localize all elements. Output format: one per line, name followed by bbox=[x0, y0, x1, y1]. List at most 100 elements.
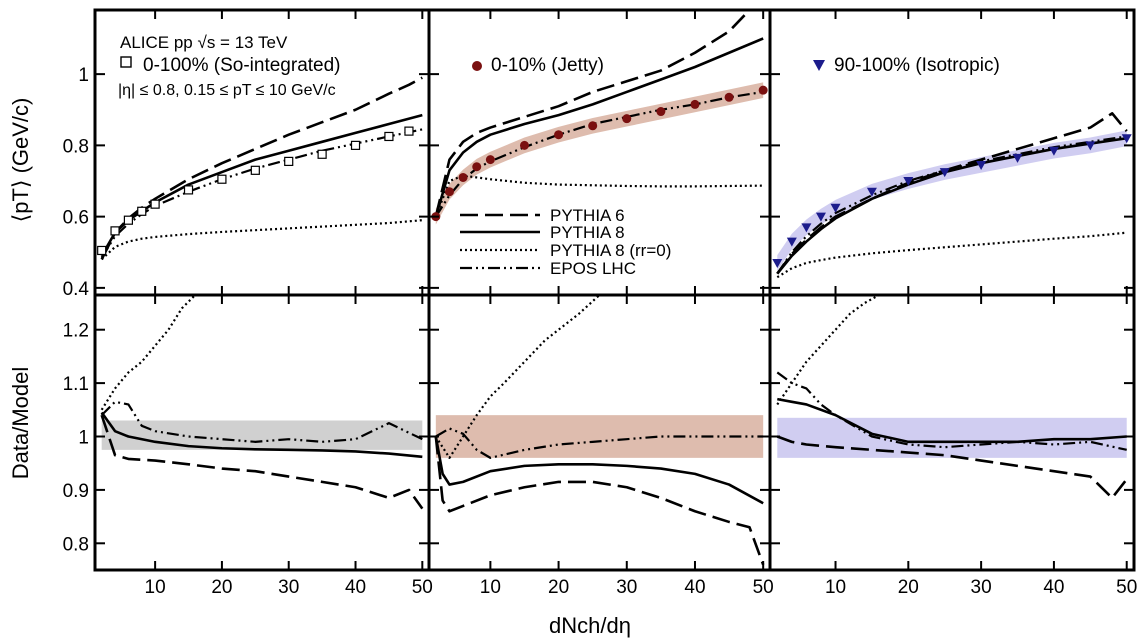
data-point bbox=[772, 258, 783, 268]
x-tick-label: 40 bbox=[1043, 577, 1064, 598]
y-tick-label: 1.1 bbox=[63, 374, 89, 395]
x-tick-label: 20 bbox=[548, 577, 569, 598]
x-tick-label: 50 bbox=[753, 577, 774, 598]
data-point bbox=[1048, 146, 1059, 156]
top-middle-data-band bbox=[435, 82, 764, 225]
y-tick-label: 0.4 bbox=[63, 279, 90, 300]
x-tick-label: 40 bbox=[684, 577, 705, 598]
filled-circle-marker-icon bbox=[472, 61, 482, 71]
data-point bbox=[724, 92, 734, 102]
bottom-middle-plot bbox=[434, 295, 765, 566]
data-point bbox=[97, 245, 107, 256]
filled-triangle-marker-icon bbox=[813, 60, 825, 71]
data-point bbox=[485, 155, 495, 165]
data-point bbox=[690, 99, 700, 109]
top-left-line-epos-lhc bbox=[100, 128, 423, 259]
data-point bbox=[110, 226, 120, 236]
top-left-line-pythia-8 bbox=[100, 113, 423, 257]
annotation-kinematic-cuts: |η| ≤ 0.8, 0.15 ≤ pT ≤ 10 GeV/c bbox=[118, 82, 336, 99]
x-tick-label: 40 bbox=[345, 577, 366, 598]
bottom-right-frame bbox=[768, 293, 1136, 572]
top-middle-line-epos-lhc bbox=[434, 90, 764, 218]
data-point bbox=[622, 114, 632, 124]
data-point bbox=[183, 185, 194, 195]
data-point bbox=[801, 223, 812, 233]
top-middle-plot bbox=[431, 10, 768, 225]
open-square-marker-icon bbox=[120, 56, 132, 68]
y-tick-label: 0.9 bbox=[63, 481, 89, 502]
bottom-middle-line-pythia-6 bbox=[434, 436, 765, 566]
data-point bbox=[250, 165, 260, 175]
legend-label-epos: EPOS LHC bbox=[550, 259, 636, 278]
bottom-left-line-pythia-6 bbox=[100, 414, 424, 510]
y-tick-label: 1 bbox=[78, 65, 89, 86]
data-point bbox=[830, 203, 841, 213]
data-point bbox=[656, 107, 666, 117]
data-point bbox=[866, 187, 877, 197]
bottom-left-line-pythia-8-rr-0 bbox=[100, 295, 196, 411]
y-tick-label: 1.2 bbox=[63, 321, 89, 342]
data-point bbox=[137, 206, 147, 216]
data-point bbox=[1012, 153, 1023, 163]
top-right-line-pythia-6 bbox=[776, 112, 1128, 275]
data-point bbox=[1085, 141, 1096, 151]
x-tick-label: 10 bbox=[480, 577, 501, 598]
top-right-data-band bbox=[777, 130, 1127, 271]
panel-label-jetty: 0-10% (Jetty) bbox=[491, 55, 604, 76]
bottom-right-line-pythia-8 bbox=[777, 397, 1127, 444]
data-point bbox=[150, 199, 160, 209]
bottom-right-line-pythia-6 bbox=[776, 435, 1128, 500]
bottom-right-uncertainty-band bbox=[777, 417, 1127, 458]
data-point bbox=[444, 187, 454, 197]
top-left-line-pythia-6 bbox=[100, 76, 423, 260]
panel-label-integrated: 0-100% (So-integrated) bbox=[143, 55, 341, 76]
top-right-line-pythia-8-rr-0 bbox=[776, 231, 1127, 279]
top-middle-line-pythia-8 bbox=[434, 37, 764, 217]
x-tick-label: 30 bbox=[278, 577, 299, 598]
data-point bbox=[815, 212, 826, 222]
y-tick-label: 1 bbox=[78, 428, 89, 449]
legend-label-pythia8-rr0: PYTHIA 8 (rr=0) bbox=[550, 241, 671, 260]
data-point bbox=[903, 177, 914, 186]
data-point bbox=[588, 121, 598, 131]
annotation-collaboration: ALICE pp √s = 13 TeV bbox=[120, 33, 288, 52]
legend-label-pythia6: PYTHIA 6 bbox=[550, 206, 625, 225]
data-point bbox=[123, 215, 134, 225]
bottom-middle-line-epos-lhc bbox=[435, 427, 764, 459]
data-point bbox=[217, 174, 227, 184]
top-middle-line-pythia-6 bbox=[434, 10, 764, 217]
bottom-right-plot bbox=[776, 295, 1128, 500]
x-tick-label: 30 bbox=[971, 577, 992, 598]
top-right-plot bbox=[772, 112, 1132, 279]
panels-layer bbox=[97, 10, 1132, 566]
data-point bbox=[317, 149, 327, 159]
x-tick-label: 20 bbox=[898, 577, 919, 598]
top-middle-line-pythia-8-rr-0 bbox=[434, 174, 764, 218]
legend-label-pythia8: PYTHIA 8 bbox=[550, 223, 625, 242]
bottom-left-line-epos-lhc bbox=[100, 400, 423, 443]
top-left-line-pythia-8-rr-0 bbox=[100, 219, 423, 261]
bottom-left-line-pythia-8 bbox=[100, 411, 423, 459]
data-point bbox=[554, 130, 564, 140]
y-axis-label-top: ⟨pT⟩ (GeV/c) bbox=[8, 98, 33, 223]
bottom-left-plot bbox=[100, 295, 424, 510]
bottom-left-uncertainty-band bbox=[101, 420, 423, 450]
top-left-plot bbox=[97, 76, 423, 261]
data-point bbox=[519, 140, 529, 150]
y-tick-label: 0.8 bbox=[63, 534, 89, 555]
data-point bbox=[350, 140, 361, 150]
data-point bbox=[404, 126, 414, 136]
x-axis-label: dNch/dη bbox=[549, 613, 631, 638]
data-point bbox=[1121, 134, 1132, 144]
y-tick-label: 0.6 bbox=[63, 208, 89, 229]
top-left-frame bbox=[93, 8, 431, 297]
bottom-right-line-pythia-8-rr-0 bbox=[776, 295, 880, 406]
x-tick-label: 10 bbox=[145, 577, 166, 598]
x-tick-label: 50 bbox=[1116, 577, 1137, 598]
x-tick-label: 10 bbox=[825, 577, 846, 598]
data-point bbox=[758, 85, 768, 95]
x-tick-label: 30 bbox=[616, 577, 637, 598]
bottom-middle-line-pythia-8 bbox=[434, 436, 764, 505]
x-tick-label: 50 bbox=[412, 577, 433, 598]
